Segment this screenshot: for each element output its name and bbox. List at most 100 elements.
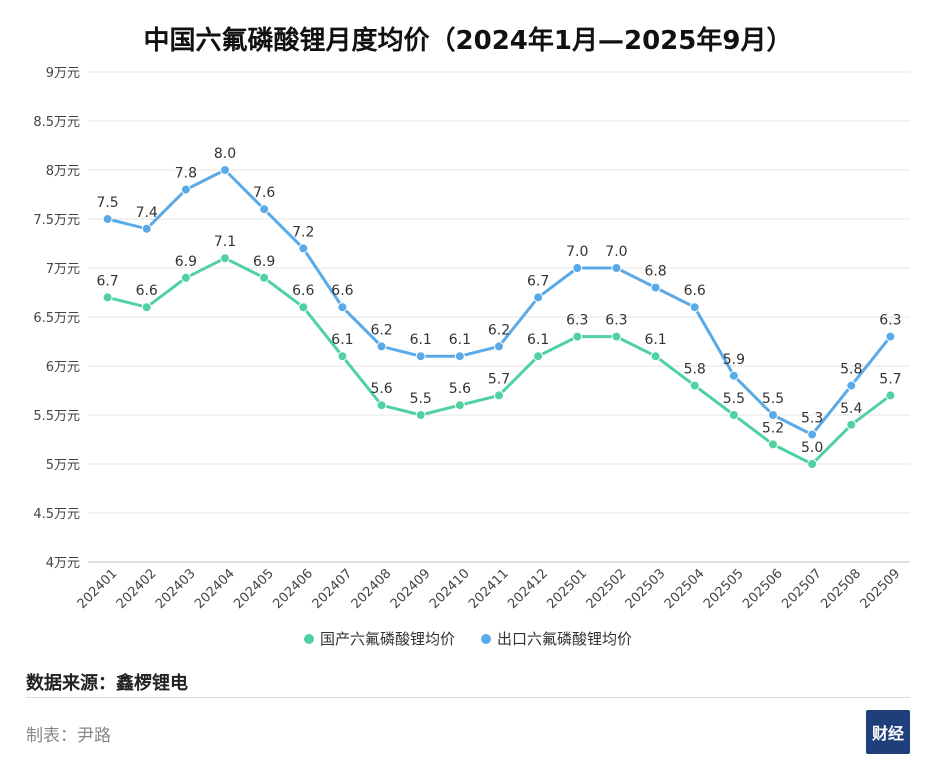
data-label: 5.7 bbox=[488, 371, 510, 387]
data-point[interactable] bbox=[180, 272, 191, 283]
data-label: 5.6 bbox=[449, 381, 471, 397]
data-point[interactable] bbox=[650, 351, 661, 362]
data-point[interactable] bbox=[102, 214, 113, 224]
data-label: 6.1 bbox=[449, 332, 471, 348]
x-tick-label: 202505 bbox=[701, 566, 747, 612]
data-point[interactable] bbox=[572, 331, 583, 342]
data-label: 8.0 bbox=[214, 146, 236, 162]
y-tick-label: 4万元 bbox=[46, 556, 80, 571]
data-label: 5.9 bbox=[723, 352, 745, 368]
data-point[interactable] bbox=[885, 390, 896, 401]
data-point[interactable] bbox=[376, 341, 387, 352]
data-point[interactable] bbox=[611, 263, 622, 273]
data-point[interactable] bbox=[572, 263, 583, 273]
data-point[interactable] bbox=[259, 204, 270, 215]
x-tick-label: 202405 bbox=[231, 566, 277, 612]
data-point[interactable] bbox=[259, 272, 270, 283]
data-point[interactable] bbox=[337, 351, 348, 362]
y-axis-ticks: 4万元 4.5万元 5万元 5.5万元 6万元 6.5万元 7万元 7.5万元 8万元 8.5万元… bbox=[33, 66, 80, 571]
x-tick-label: 202404 bbox=[192, 566, 238, 612]
data-point[interactable] bbox=[807, 459, 818, 469]
x-tick-label: 202401 bbox=[75, 566, 121, 612]
data-point[interactable] bbox=[768, 410, 778, 420]
x-tick-label: 202410 bbox=[427, 566, 473, 612]
data-label: 6.2 bbox=[488, 322, 510, 338]
data-point[interactable] bbox=[728, 410, 739, 420]
x-tick-label: 202412 bbox=[505, 566, 551, 612]
x-tick-label: 202403 bbox=[153, 566, 199, 612]
data-label: 7.6 bbox=[253, 185, 275, 201]
data-label: 5.0 bbox=[801, 440, 823, 456]
data-labels: 6.7 6.6 6.9 7.1 6.9 6.6 6.1 5.6 5.5 5.6 5.7 6.1 6.3 6… bbox=[96, 146, 901, 456]
data-point[interactable] bbox=[494, 390, 504, 401]
data-point[interactable] bbox=[337, 302, 348, 313]
legend-marker-domestic bbox=[303, 633, 314, 644]
data-point[interactable] bbox=[689, 302, 700, 313]
data-label: 5.6 bbox=[370, 381, 392, 397]
y-tick-label: 6.5万元 bbox=[33, 311, 80, 326]
data-point[interactable] bbox=[415, 410, 426, 420]
data-point[interactable] bbox=[141, 223, 152, 234]
data-point[interactable] bbox=[885, 331, 896, 342]
data-point[interactable] bbox=[298, 302, 309, 313]
data-label: 5.8 bbox=[840, 362, 862, 378]
data-point[interactable] bbox=[807, 429, 818, 440]
x-tick-label: 202409 bbox=[388, 566, 434, 612]
data-point[interactable] bbox=[728, 370, 739, 381]
x-tick-label: 202509 bbox=[858, 566, 904, 612]
y-tick-label: 4.5万元 bbox=[33, 507, 80, 522]
data-label: 5.3 bbox=[801, 411, 823, 427]
x-tick-label: 202501 bbox=[544, 566, 590, 612]
data-point[interactable] bbox=[298, 243, 309, 254]
data-point[interactable] bbox=[454, 400, 465, 411]
chart-title: 中国六氟磷酸锂月度均价（2024年1月—2025年9月） bbox=[143, 26, 793, 56]
data-point[interactable] bbox=[611, 331, 622, 342]
data-label: 6.1 bbox=[644, 332, 666, 348]
y-tick-label: 9万元 bbox=[46, 66, 80, 81]
data-label: 6.7 bbox=[96, 273, 118, 289]
data-point[interactable] bbox=[141, 302, 152, 313]
data-point[interactable] bbox=[220, 165, 230, 175]
data-point[interactable] bbox=[180, 184, 191, 195]
data-point[interactable] bbox=[533, 292, 544, 303]
data-point[interactable] bbox=[533, 351, 544, 362]
data-point[interactable] bbox=[220, 253, 230, 264]
legend-item-domestic[interactable]: 国产六氟磷酸锂均价 bbox=[303, 628, 455, 649]
author-credit: 制表：尹路 bbox=[26, 726, 111, 746]
data-point[interactable] bbox=[102, 292, 113, 303]
data-point[interactable] bbox=[415, 351, 426, 362]
data-point[interactable] bbox=[846, 419, 857, 430]
data-point[interactable] bbox=[768, 439, 778, 450]
data-label: 6.1 bbox=[410, 332, 432, 348]
x-tick-label: 202402 bbox=[114, 566, 160, 612]
data-label: 6.6 bbox=[684, 283, 706, 299]
legend-label-domestic: 国产六氟磷酸锂均价 bbox=[319, 630, 455, 648]
data-label: 6.2 bbox=[370, 322, 392, 338]
legend: 国产六氟磷酸锂均价 出口六氟磷酸锂均价 bbox=[0, 628, 936, 649]
data-label: 7.2 bbox=[292, 224, 314, 240]
divider bbox=[26, 697, 910, 698]
legend-item-export[interactable]: 出口六氟磷酸锂均价 bbox=[481, 628, 632, 649]
data-point[interactable] bbox=[454, 351, 465, 362]
y-tick-label: 7.5万元 bbox=[33, 213, 80, 228]
data-point[interactable] bbox=[846, 380, 857, 391]
y-tick-label: 5.5万元 bbox=[33, 409, 80, 424]
legend-label-export: 出口六氟磷酸锂均价 bbox=[497, 630, 633, 648]
grid-lines bbox=[88, 71, 910, 563]
data-label: 6.7 bbox=[527, 273, 549, 289]
y-tick-label: 7万元 bbox=[46, 262, 80, 277]
data-label: 5.7 bbox=[879, 371, 901, 387]
data-label: 5.5 bbox=[762, 391, 784, 407]
data-label: 5.5 bbox=[410, 391, 432, 407]
data-point[interactable] bbox=[494, 341, 504, 352]
y-tick-label: 5万元 bbox=[46, 458, 80, 473]
data-label: 6.8 bbox=[644, 264, 666, 280]
data-point[interactable] bbox=[376, 400, 387, 411]
data-label: 7.5 bbox=[96, 195, 118, 211]
data-point[interactable] bbox=[689, 380, 700, 391]
data-label: 5.4 bbox=[840, 401, 862, 417]
data-point[interactable] bbox=[650, 282, 661, 293]
x-tick-label: 202406 bbox=[270, 566, 316, 612]
x-tick-label: 202507 bbox=[779, 566, 825, 612]
data-label: 7.0 bbox=[566, 244, 588, 260]
